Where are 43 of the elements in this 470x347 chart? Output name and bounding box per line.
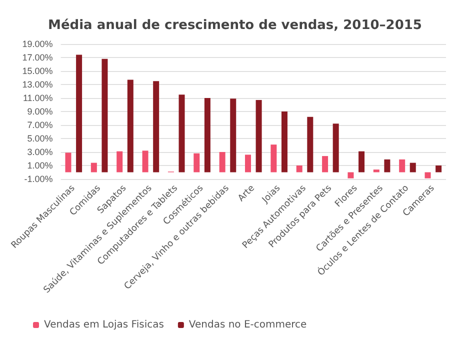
y-tick-label: 9.00% (27, 106, 53, 116)
legend-label: Vendas no E-commerce (188, 320, 307, 330)
y-tick-label: 7.00% (27, 120, 53, 130)
bar (358, 151, 365, 172)
bar (373, 170, 380, 172)
bar (348, 172, 354, 178)
y-tick-label: -1.00% (24, 174, 53, 184)
bar (332, 124, 339, 172)
y-tick-label: 11.00% (22, 93, 53, 103)
y-tick-label: 1.00% (27, 160, 53, 170)
bar (384, 159, 390, 172)
y-tick-label: 15.00% (22, 66, 53, 76)
bar (281, 112, 288, 172)
bar (142, 150, 148, 172)
bar (296, 166, 302, 172)
bar (256, 100, 262, 172)
bar (410, 162, 416, 172)
y-tick-label: 5.00% (27, 134, 53, 144)
bar (102, 58, 108, 172)
bar (424, 172, 431, 178)
legend-label: Vendas em Lojas Fisicas (44, 320, 164, 330)
bar (322, 156, 328, 172)
bar (245, 154, 251, 172)
y-tick-label: 17.00% (22, 52, 53, 62)
bar (270, 144, 277, 172)
bar (307, 116, 314, 172)
bar (127, 80, 134, 172)
bar (178, 94, 185, 172)
bar (76, 54, 82, 172)
bar (399, 159, 406, 172)
bar (219, 152, 226, 172)
bar (194, 153, 200, 172)
y-tick-label: 3.00% (27, 147, 53, 157)
y-tick-label: 13.00% (22, 80, 53, 90)
bar (230, 98, 236, 172)
chart-title: Média anual de crescimento de vendas, 2010–2015 (48, 18, 422, 33)
y-tick-label: 19.00% (22, 39, 53, 49)
bar (65, 152, 72, 172)
bar (116, 151, 123, 172)
bar (153, 81, 160, 172)
bar (204, 98, 210, 172)
bar (90, 162, 97, 172)
bar (436, 166, 442, 172)
